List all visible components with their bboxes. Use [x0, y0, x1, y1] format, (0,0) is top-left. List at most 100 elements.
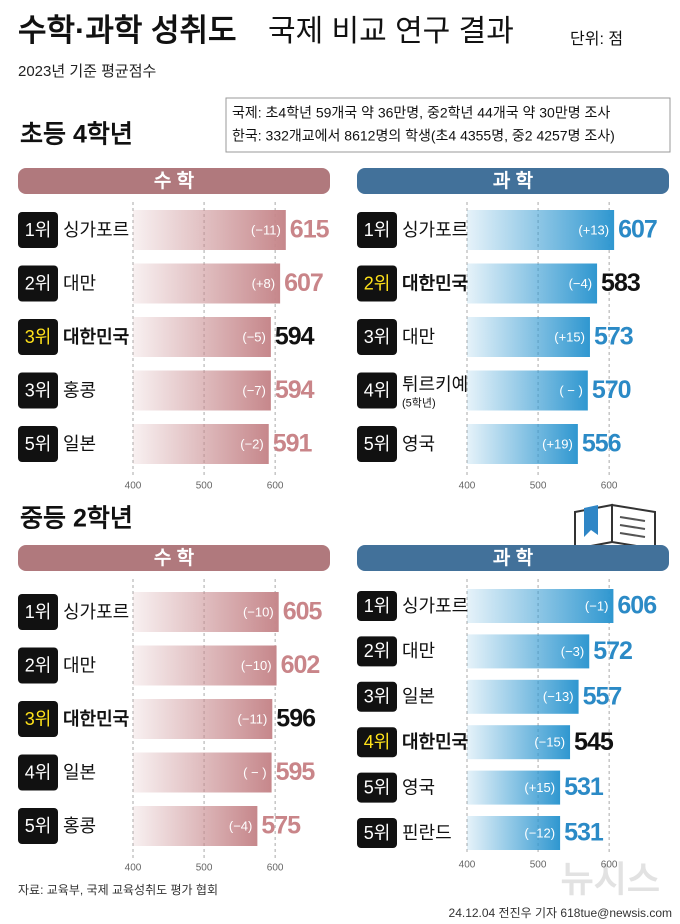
bar	[133, 806, 258, 846]
change-label: (+15)	[524, 780, 555, 795]
rank-box	[18, 701, 58, 737]
bar	[467, 679, 579, 714]
x-tick-label: 400	[459, 860, 476, 871]
rank: 1위	[364, 220, 391, 240]
rank: 5위	[364, 777, 391, 797]
x-tick-label: 500	[196, 481, 213, 492]
rank-box	[357, 426, 397, 462]
rank-box	[18, 808, 58, 844]
rank: 3위	[364, 327, 391, 347]
rank: 3위	[25, 380, 52, 400]
subtitle: 2023년 기준 평균점수	[18, 63, 156, 80]
category-label: 튀르키예	[402, 374, 468, 394]
bar	[467, 263, 598, 304]
book-icon	[574, 503, 656, 551]
change-label: (−13)	[543, 689, 574, 704]
change-label: (−4)	[229, 818, 252, 833]
category-label: 싱가포르	[402, 596, 468, 616]
change-label: (+13)	[578, 222, 609, 237]
bar	[467, 317, 590, 357]
rank: 5위	[364, 434, 391, 454]
unit: 단위: 점	[570, 30, 623, 48]
bar	[133, 210, 286, 250]
bar	[133, 370, 271, 411]
note: 한국: 332개교에서 8612명의 학생(초4 4355명, 중2 4257명…	[232, 128, 615, 144]
category-note: (5학년)	[402, 396, 436, 409]
category-label: 대한민국	[402, 273, 468, 293]
change-label: (−7)	[242, 383, 265, 398]
x-tick-label: 400	[125, 863, 142, 874]
credit: 24.12.04 전진우 기자 618tue@newsis.com	[449, 906, 672, 920]
change-label: (+15)	[554, 329, 585, 344]
rank-box	[18, 754, 58, 791]
panel-header	[357, 545, 669, 571]
rank-box	[357, 265, 397, 302]
x-tick-label: 600	[267, 863, 284, 874]
change-label: (+19)	[542, 436, 573, 451]
change-label: (+8)	[252, 276, 275, 291]
rank-box	[18, 426, 58, 462]
change-label: (−2)	[240, 436, 263, 451]
value-label: 595	[276, 758, 316, 786]
bar	[467, 634, 590, 669]
section-title: 중등 2학년	[20, 505, 133, 533]
panel-header	[18, 168, 330, 194]
x-tick-label: 500	[530, 481, 547, 492]
note: 국제: 초4학년 59개국 약 36만명, 중2학년 44개국 약 30만명 조…	[232, 105, 610, 121]
value-label: 531	[564, 773, 604, 801]
value-label: 596	[276, 705, 315, 733]
category-label: 싱가포르	[63, 602, 129, 622]
rank: 5위	[364, 823, 391, 843]
category-label: 대만	[63, 273, 96, 293]
rank: 3위	[25, 327, 52, 347]
bar	[133, 699, 273, 739]
panel-title: 수 학	[154, 170, 195, 192]
x-tick-label: 400	[459, 481, 476, 492]
rank: 2위	[364, 273, 391, 293]
rank-box	[357, 591, 397, 621]
category-label: 핀란드	[402, 823, 452, 843]
bar	[467, 725, 571, 760]
category-label: 대한민국	[63, 709, 129, 729]
value-label: 531	[564, 819, 604, 847]
value-label: 583	[601, 269, 640, 297]
rank: 4위	[364, 732, 391, 752]
rank-box	[357, 636, 397, 667]
category-label: 홍콩	[63, 816, 96, 836]
value-label: 570	[592, 376, 631, 404]
value-label: 572	[593, 637, 632, 665]
change-label: (−10)	[241, 658, 272, 673]
rank-box	[357, 772, 397, 803]
category-label: 싱가포르	[402, 220, 468, 240]
value-label: 573	[594, 323, 633, 351]
rank-box	[357, 818, 397, 848]
bar	[133, 317, 271, 357]
value-label: 594	[275, 323, 315, 351]
bar	[467, 589, 614, 623]
change-label: (−11)	[238, 711, 268, 726]
change-label: (−3)	[561, 644, 584, 659]
value-label: 615	[290, 216, 330, 244]
category-label: 일본	[402, 687, 435, 707]
title-rest: 국제 비교 연구 결과	[268, 15, 514, 48]
rank-box	[18, 372, 58, 409]
value-label: 575	[261, 812, 301, 840]
bar	[467, 816, 561, 850]
change-label: (−15)	[534, 735, 565, 750]
rank-box	[18, 319, 58, 355]
change-label: ( − )	[559, 383, 582, 398]
category-label: 대만	[63, 655, 96, 675]
category-label: 영국	[402, 777, 435, 797]
panel-title: 과 학	[493, 547, 534, 569]
change-label: (−10)	[243, 604, 274, 619]
bar	[467, 370, 588, 411]
x-tick-label: 400	[125, 481, 142, 492]
rank-box	[357, 372, 397, 409]
bar	[133, 752, 272, 793]
rank: 5위	[25, 434, 52, 454]
bar	[133, 263, 281, 304]
bar	[133, 424, 269, 464]
bar	[133, 592, 279, 632]
